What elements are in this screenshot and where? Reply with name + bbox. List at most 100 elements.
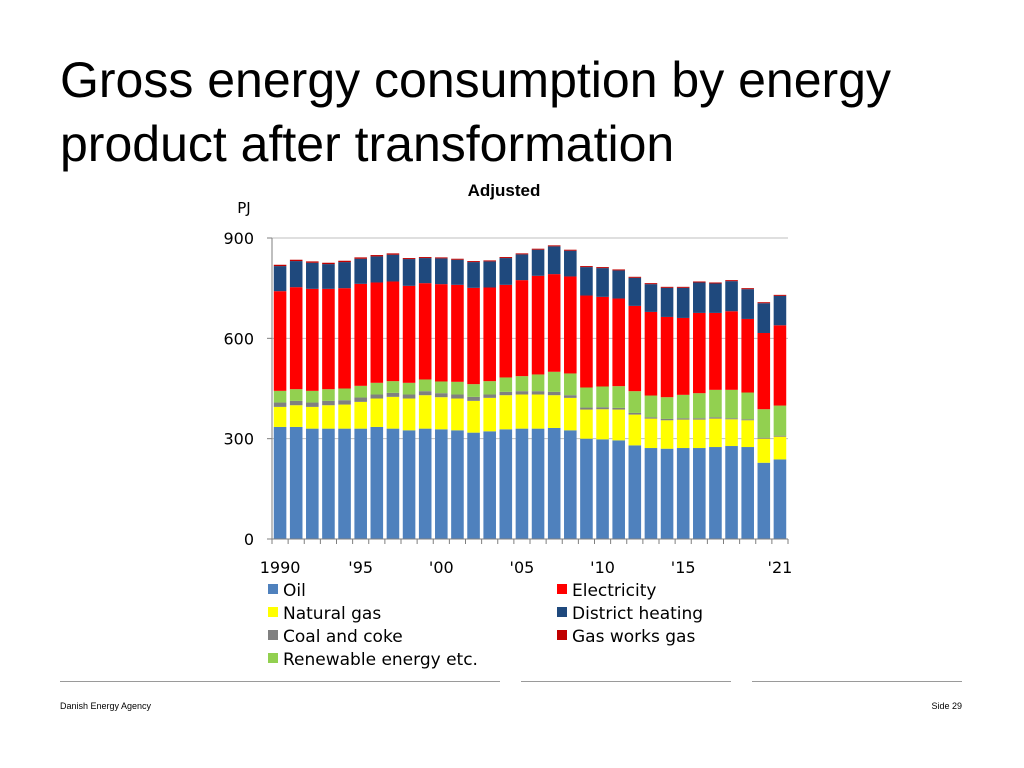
bar-district-heating-2009 bbox=[580, 267, 593, 296]
bar-oil-1996 bbox=[370, 426, 384, 539]
bar-electricity-1994 bbox=[338, 288, 351, 389]
bar-renewable-energy-etc--2001 bbox=[451, 381, 464, 395]
bar-coal-and-coke-1995 bbox=[354, 397, 367, 402]
bar-natural-gas-1998 bbox=[402, 398, 416, 431]
bar-oil-2013 bbox=[644, 448, 658, 539]
bar-coal-and-coke-1993 bbox=[322, 400, 335, 406]
legend-swatch-electricity bbox=[557, 584, 567, 594]
bar-gas-works-gas-2006 bbox=[531, 248, 545, 250]
footer-page-number: Side 29 bbox=[931, 701, 962, 711]
bar-district-heating-1991 bbox=[289, 261, 303, 288]
bar-coal-and-coke-1998 bbox=[402, 394, 416, 399]
bar-natural-gas-1999 bbox=[418, 395, 432, 429]
bar-district-heating-2021 bbox=[773, 295, 787, 326]
y-tick-label: 300 bbox=[223, 430, 254, 449]
bar-natural-gas-2006 bbox=[531, 394, 545, 429]
bar-renewable-energy-etc--2020 bbox=[757, 409, 771, 438]
bar-renewable-energy-etc--1994 bbox=[338, 388, 351, 401]
bar-renewable-energy-etc--2011 bbox=[612, 386, 625, 408]
bar-natural-gas-2010 bbox=[596, 409, 609, 440]
bar-renewable-energy-etc--1999 bbox=[418, 379, 432, 392]
bar-electricity-1997 bbox=[386, 281, 400, 382]
bar-natural-gas-2002 bbox=[467, 400, 480, 433]
bar-district-heating-2012 bbox=[628, 277, 642, 306]
bar-district-heating-1994 bbox=[338, 262, 351, 289]
slide-title: Gross energy consumption by energy produ… bbox=[60, 52, 891, 172]
bar-natural-gas-2008 bbox=[564, 397, 577, 431]
bar-gas-works-gas-1994 bbox=[338, 260, 351, 263]
bar-coal-and-coke-2004 bbox=[499, 391, 513, 396]
bar-oil-2007 bbox=[547, 427, 561, 539]
bar-gas-works-gas-1998 bbox=[402, 258, 416, 260]
bar-natural-gas-2011 bbox=[612, 409, 625, 441]
bar-gas-works-gas-1991 bbox=[289, 259, 303, 262]
bar-electricity-2018 bbox=[725, 311, 738, 390]
y-tick-label: 900 bbox=[223, 229, 254, 248]
bar-renewable-energy-etc--2010 bbox=[596, 386, 609, 408]
bar-natural-gas-2014 bbox=[660, 420, 674, 449]
bar-oil-2003 bbox=[483, 431, 496, 539]
bar-gas-works-gas-2013 bbox=[644, 283, 658, 285]
bar-gas-works-gas-2005 bbox=[515, 253, 529, 255]
bar-coal-and-coke-1999 bbox=[418, 391, 432, 396]
bar-coal-and-coke-2002 bbox=[467, 396, 480, 401]
bar-district-heating-1999 bbox=[418, 258, 432, 284]
bar-gas-works-gas-1996 bbox=[370, 255, 384, 257]
bar-gas-works-gas-2012 bbox=[628, 276, 642, 278]
bar-gas-works-gas-2009 bbox=[580, 266, 593, 268]
legend-swatch-district-heating bbox=[557, 607, 567, 617]
bar-natural-gas-1997 bbox=[386, 396, 400, 429]
bar-coal-and-coke-2019 bbox=[741, 419, 754, 421]
bar-oil-2006 bbox=[531, 428, 545, 539]
bar-oil-2018 bbox=[725, 446, 738, 539]
bar-coal-and-coke-2013 bbox=[644, 417, 658, 419]
bar-renewable-energy-etc--1992 bbox=[306, 390, 319, 403]
bar-renewable-energy-etc--2007 bbox=[547, 371, 561, 392]
bar-natural-gas-2021 bbox=[773, 436, 787, 460]
bar-electricity-2011 bbox=[612, 298, 625, 387]
bar-natural-gas-1993 bbox=[322, 405, 335, 429]
bar-coal-and-coke-2008 bbox=[564, 395, 577, 398]
bar-coal-and-coke-2012 bbox=[628, 412, 642, 415]
legend-swatch-renewable-energy-etc- bbox=[268, 653, 278, 663]
bar-coal-and-coke-1991 bbox=[289, 400, 303, 406]
bar-renewable-energy-etc--2014 bbox=[660, 397, 674, 419]
bar-renewable-energy-etc--2008 bbox=[564, 373, 577, 396]
legend-label: Natural gas bbox=[283, 604, 381, 624]
bar-electricity-2020 bbox=[757, 332, 771, 410]
bar-oil-1997 bbox=[386, 428, 400, 539]
bar-gas-works-gas-1995 bbox=[354, 257, 367, 259]
bar-district-heating-2018 bbox=[725, 281, 738, 312]
bar-electricity-2005 bbox=[515, 280, 529, 377]
bar-oil-1995 bbox=[354, 428, 367, 539]
bar-electricity-2002 bbox=[467, 287, 480, 385]
bar-electricity-2014 bbox=[660, 316, 674, 398]
bar-oil-1992 bbox=[306, 428, 319, 539]
legend: Oil Natural gas Coal and coke Renewable ene… bbox=[268, 581, 703, 670]
legend-label: Coal and coke bbox=[283, 627, 403, 647]
bar-coal-and-coke-2007 bbox=[547, 391, 561, 396]
bar-electricity-2017 bbox=[709, 312, 722, 390]
legend-label: Renewable energy etc. bbox=[283, 650, 478, 670]
bar-gas-works-gas-1990 bbox=[273, 264, 287, 267]
bar-natural-gas-2001 bbox=[451, 398, 464, 431]
bar-renewable-energy-etc--2019 bbox=[741, 392, 754, 420]
bar-electricity-1993 bbox=[322, 288, 335, 390]
bar-oil-2011 bbox=[612, 440, 625, 539]
bar-oil-2001 bbox=[451, 430, 464, 539]
x-tick-label: '95 bbox=[348, 558, 373, 577]
bar-natural-gas-1996 bbox=[370, 398, 384, 427]
bar-natural-gas-2015 bbox=[676, 419, 690, 449]
bar-district-heating-2015 bbox=[676, 287, 690, 318]
bar-electricity-2003 bbox=[483, 287, 496, 382]
bar-oil-2012 bbox=[628, 445, 642, 539]
bar-district-heating-2017 bbox=[709, 283, 722, 313]
x-tick-label: 1990 bbox=[260, 558, 301, 577]
bar-renewable-energy-etc--2004 bbox=[499, 377, 513, 392]
bar-district-heating-2016 bbox=[693, 282, 706, 313]
x-tick-label: '10 bbox=[590, 558, 615, 577]
bar-coal-and-coke-2010 bbox=[596, 407, 609, 410]
bar-electricity-1990 bbox=[273, 291, 287, 391]
legend-label: Electricity bbox=[572, 581, 656, 601]
bar-renewable-energy-etc--2017 bbox=[709, 389, 722, 418]
